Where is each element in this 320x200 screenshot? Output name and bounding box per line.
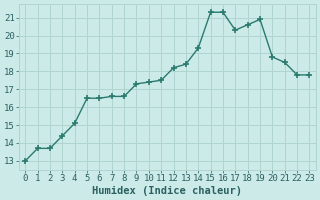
X-axis label: Humidex (Indice chaleur): Humidex (Indice chaleur) bbox=[92, 186, 242, 196]
